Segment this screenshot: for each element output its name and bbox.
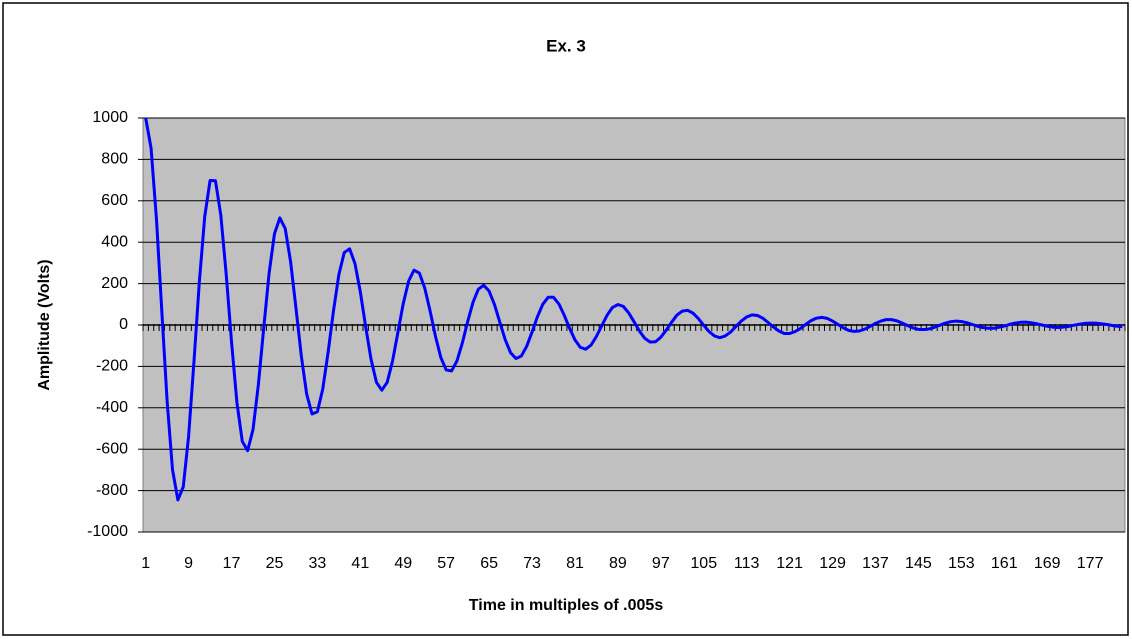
y-tick-label: 1000 (92, 109, 128, 126)
x-tick-label: 33 (309, 555, 327, 572)
y-tick-label: -600 (96, 440, 128, 457)
y-tick-label: 400 (101, 233, 128, 250)
x-tick-label: 9 (184, 555, 193, 572)
x-tick-label: 105 (690, 555, 717, 572)
x-tick-label: 161 (991, 555, 1018, 572)
y-tick-label: 800 (101, 151, 128, 168)
x-tick-label: 97 (652, 555, 670, 572)
x-tick-label: 49 (394, 555, 412, 572)
x-tick-label: 41 (351, 555, 369, 572)
y-tick-label: -1000 (87, 523, 128, 540)
y-tick-label: 200 (101, 275, 128, 292)
x-tick-label: 169 (1034, 555, 1061, 572)
x-tick-label: 177 (1077, 555, 1104, 572)
x-tick-label: 137 (862, 555, 889, 572)
y-axis-title: Amplitude (Volts) (36, 259, 53, 390)
x-tick-label: 153 (948, 555, 975, 572)
x-tick-label: 121 (776, 555, 803, 572)
x-tick-label: 129 (819, 555, 846, 572)
y-tick-label: 0 (119, 316, 128, 333)
x-tick-label: 81 (566, 555, 584, 572)
x-tick-label: 17 (223, 555, 241, 572)
x-axis-title: Time in multiples of .005s (469, 597, 664, 614)
y-tick-label: 600 (101, 192, 128, 209)
chart-title: Ex. 3 (546, 36, 586, 55)
y-tick-label: -400 (96, 399, 128, 416)
x-tick-label: 89 (609, 555, 627, 572)
x-tick-label: 145 (905, 555, 932, 572)
x-tick-label: 113 (734, 555, 760, 572)
x-tick-label: 65 (480, 555, 498, 572)
x-tick-label: 57 (437, 555, 455, 572)
y-tick-label: -200 (96, 358, 128, 375)
x-tick-label: 25 (266, 555, 284, 572)
x-tick-label: 1 (141, 555, 150, 572)
data-line (144, 117, 1123, 502)
y-tick-label: -800 (96, 482, 128, 499)
x-tick-label: 73 (523, 555, 541, 572)
